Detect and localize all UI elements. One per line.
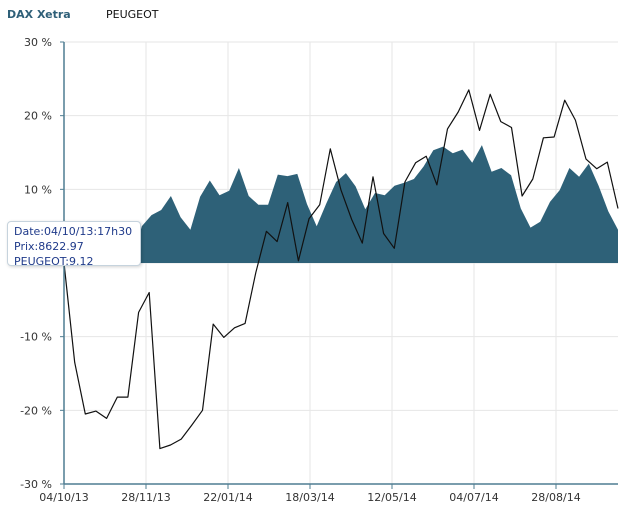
tooltip-price: Prix:8622.97 [14,240,84,253]
y-axis-tick-labels: 30 % 20 % 10 % -10 % -20 % -30 % [20,36,52,491]
y-tick-label: 10 % [24,183,52,196]
dax-area [64,145,618,263]
legend-item-peugeot[interactable]: PEUGEOT [106,8,159,21]
peugeot-line-series [63,89,619,450]
y-tick-label: -30 % [20,478,52,491]
legend-item-dax[interactable]: DAX Xetra [7,8,71,21]
tooltip-peugeot: PEUGEOT:9.12 [14,255,94,268]
peugeot-line [63,89,619,450]
x-tick-label: 04/07/14 [449,491,498,504]
dax-area-series [64,145,618,263]
x-tick-label: 22/01/14 [203,491,252,504]
x-axis-tick-labels: 04/10/13 28/11/13 22/01/14 18/03/14 12/05/14… [39,491,580,504]
x-tick-label: 28/11/13 [121,491,170,504]
y-tick-label: -10 % [20,331,52,344]
y-tick-label: 20 % [24,110,52,123]
x-tick-label: 28/08/14 [531,491,580,504]
tooltip-date: Date:04/10/13:17h30 [14,225,133,238]
y-tick-label: -20 % [20,404,52,417]
grid-lines [60,41,618,489]
y-tick-label: 30 % [24,36,52,49]
x-tick-label: 18/03/14 [285,491,334,504]
x-tick-label: 04/10/13 [39,491,88,504]
x-tick-label: 12/05/14 [367,491,416,504]
tooltip: Date:04/10/13:17h30 Prix:8622.97 PEUGEOT… [7,221,141,268]
